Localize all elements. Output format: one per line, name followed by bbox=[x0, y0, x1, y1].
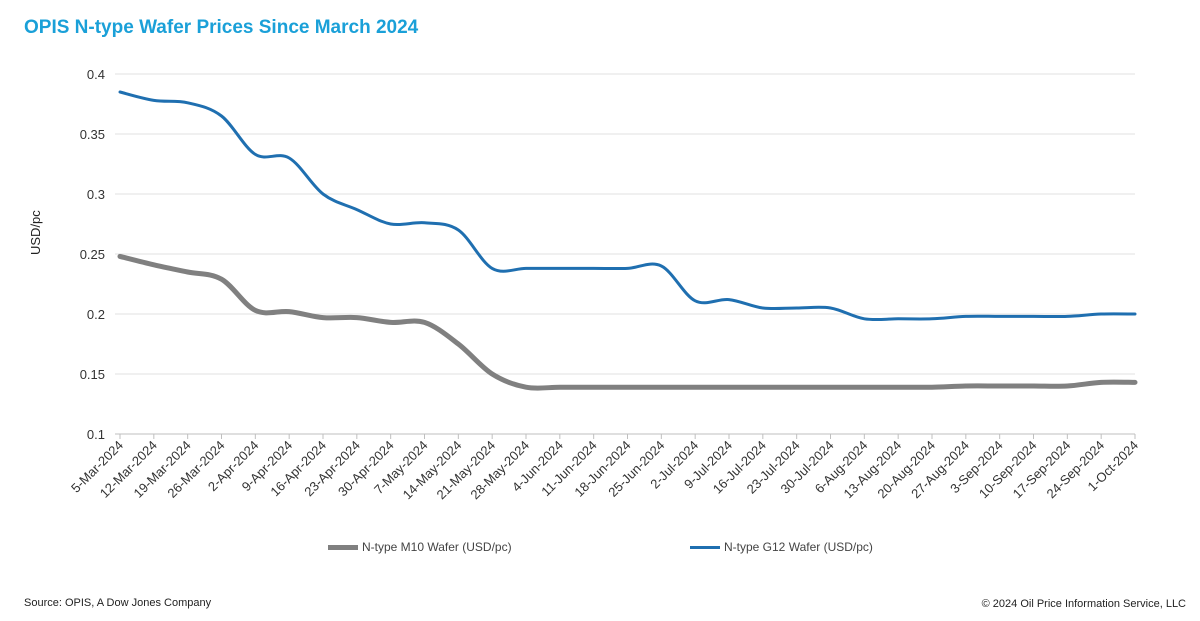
y-tick-label: 0.35 bbox=[80, 127, 105, 142]
y-tick-label: 0.15 bbox=[80, 367, 105, 382]
legend-item-m10: N-type M10 Wafer (USD/pc) bbox=[328, 540, 512, 554]
y-tick-label: 0.2 bbox=[87, 307, 105, 322]
legend-label-g12: N-type G12 Wafer (USD/pc) bbox=[724, 540, 873, 554]
y-tick-label: 0.4 bbox=[87, 67, 105, 82]
y-tick-label: 0.25 bbox=[80, 247, 105, 262]
y-tick-label: 0.1 bbox=[87, 427, 105, 442]
series-line-g12 bbox=[118, 90, 1137, 322]
legend-swatch-g12 bbox=[690, 545, 720, 549]
y-tick-label: 0.3 bbox=[87, 187, 105, 202]
chart-title: OPIS N-type Wafer Prices Since March 202… bbox=[24, 17, 419, 38]
legend-swatch-m10 bbox=[328, 544, 358, 550]
legend-label-m10: N-type M10 Wafer (USD/pc) bbox=[362, 540, 512, 554]
copyright-note: © 2024 Oil Price Information Service, LL… bbox=[981, 598, 1186, 610]
legend-item-g12: N-type G12 Wafer (USD/pc) bbox=[690, 540, 873, 554]
source-note: Source: OPIS, A Dow Jones Company bbox=[24, 597, 212, 609]
plot-area: 0.10.150.20.250.30.350.45-Mar-202412-Mar… bbox=[68, 67, 1141, 502]
series-line-m10 bbox=[117, 253, 1138, 391]
